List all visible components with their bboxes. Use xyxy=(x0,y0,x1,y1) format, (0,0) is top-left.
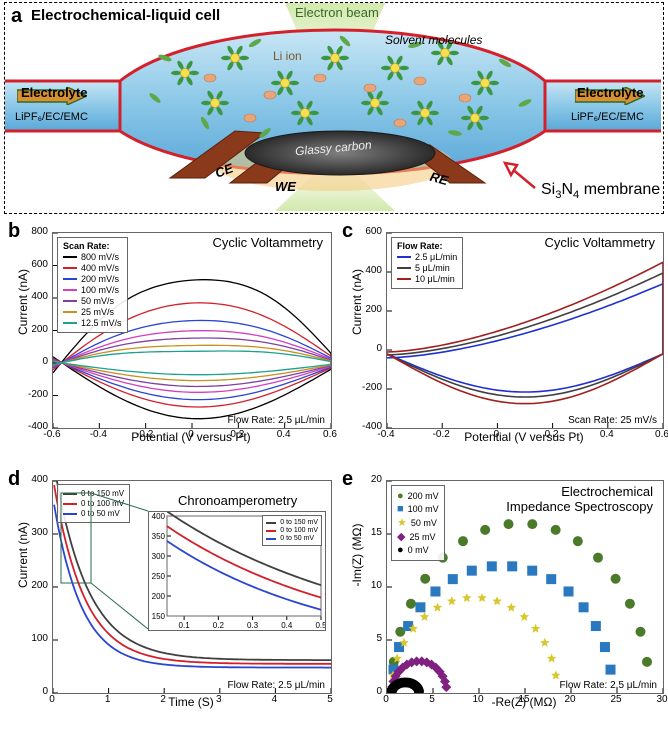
svg-text:0.2: 0.2 xyxy=(213,621,225,630)
legend-c-title: Flow Rate: xyxy=(397,241,457,251)
panel-b-title: Cyclic Voltammetry xyxy=(212,235,323,250)
footnote-b: Flow Rate: 2.5 μL/min xyxy=(228,415,325,426)
panel-a: a Electrochemical-liquid cell xyxy=(4,2,664,214)
panel-d-title: Chronoamperometry xyxy=(178,493,297,508)
xlabel-c: Potential (V versus Pt) xyxy=(386,430,662,444)
membrane-label: Si3N4 membrane xyxy=(541,181,660,201)
svg-text:150: 150 xyxy=(152,612,166,621)
we-label: WE xyxy=(275,179,296,194)
svg-text:0.3: 0.3 xyxy=(247,621,259,630)
electrolyte-right-formula: LiPF₆/EC/EMC xyxy=(571,111,644,123)
svg-text:250: 250 xyxy=(152,572,166,581)
electrolyte-left-label: Electrolyte xyxy=(21,85,87,100)
legend-d: 0 to 150 mV0 to 100 mV0 to 50 mV xyxy=(57,484,130,523)
panel-c-title: Cyclic Voltammetry xyxy=(544,235,655,250)
footnote-d: Flow Rate: 2.5 μL/min xyxy=(228,680,325,691)
electrolyte-right-label: Electrolyte xyxy=(577,85,643,100)
legend-d-inset: 0 to 150 mV0 to 100 mV0 to 50 mV xyxy=(262,515,322,546)
footnote-c: Scan Rate: 25 mV/s xyxy=(568,415,657,426)
svg-text:200: 200 xyxy=(152,592,166,601)
legend-c: Flow Rate: 2.5 μL/min5 μL/min10 μL/min xyxy=(391,237,463,289)
panel-e: e ElectrochemicalImpedance Spectroscopy … xyxy=(338,470,666,725)
svg-text:300: 300 xyxy=(152,552,166,561)
ylabel-e: -Im(Z) (MΩ) xyxy=(350,460,364,650)
schematic-svg xyxy=(5,3,661,211)
figure-root: a Electrochemical-liquid cell xyxy=(0,0,668,729)
legend-b-title: Scan Rate: xyxy=(63,241,122,251)
li-label: Li ion xyxy=(273,49,302,63)
svg-text:350: 350 xyxy=(152,532,166,541)
panel-b: b Cyclic Voltammetry Scan Rate: 800 mV/s… xyxy=(4,222,334,457)
electrolyte-left-formula: LiPF₆/EC/EMC xyxy=(15,111,88,123)
ylabel-d: Current (nA) xyxy=(16,460,30,650)
panel-d: d Chronoamperometry 0 to 150 mV0 to 100 … xyxy=(4,470,334,725)
svg-text:400: 400 xyxy=(152,512,166,521)
solvent-label: Solvent molecules xyxy=(385,33,482,47)
svg-text:0.5: 0.5 xyxy=(315,621,325,630)
legend-b: Scan Rate: 800 mV/s400 mV/s200 mV/s100 m… xyxy=(57,237,128,333)
beam-label: Electron beam xyxy=(295,5,379,20)
panel-e-title: ElectrochemicalImpedance Spectroscopy xyxy=(506,485,653,515)
svg-text:0.1: 0.1 xyxy=(179,621,191,630)
ylabel-c: Current (nA) xyxy=(350,212,364,392)
xlabel-d: Time (S) xyxy=(52,695,330,709)
footnote-e: Flow Rate: 2.5 μL/min xyxy=(560,680,657,691)
svg-text:0.4: 0.4 xyxy=(281,621,293,630)
legend-e: ●200 mV■100 mV★50 mV◆25 mV●0 mV xyxy=(391,485,445,561)
panel-c: c Cyclic Voltammetry Flow Rate: 2.5 μL/m… xyxy=(338,222,666,457)
